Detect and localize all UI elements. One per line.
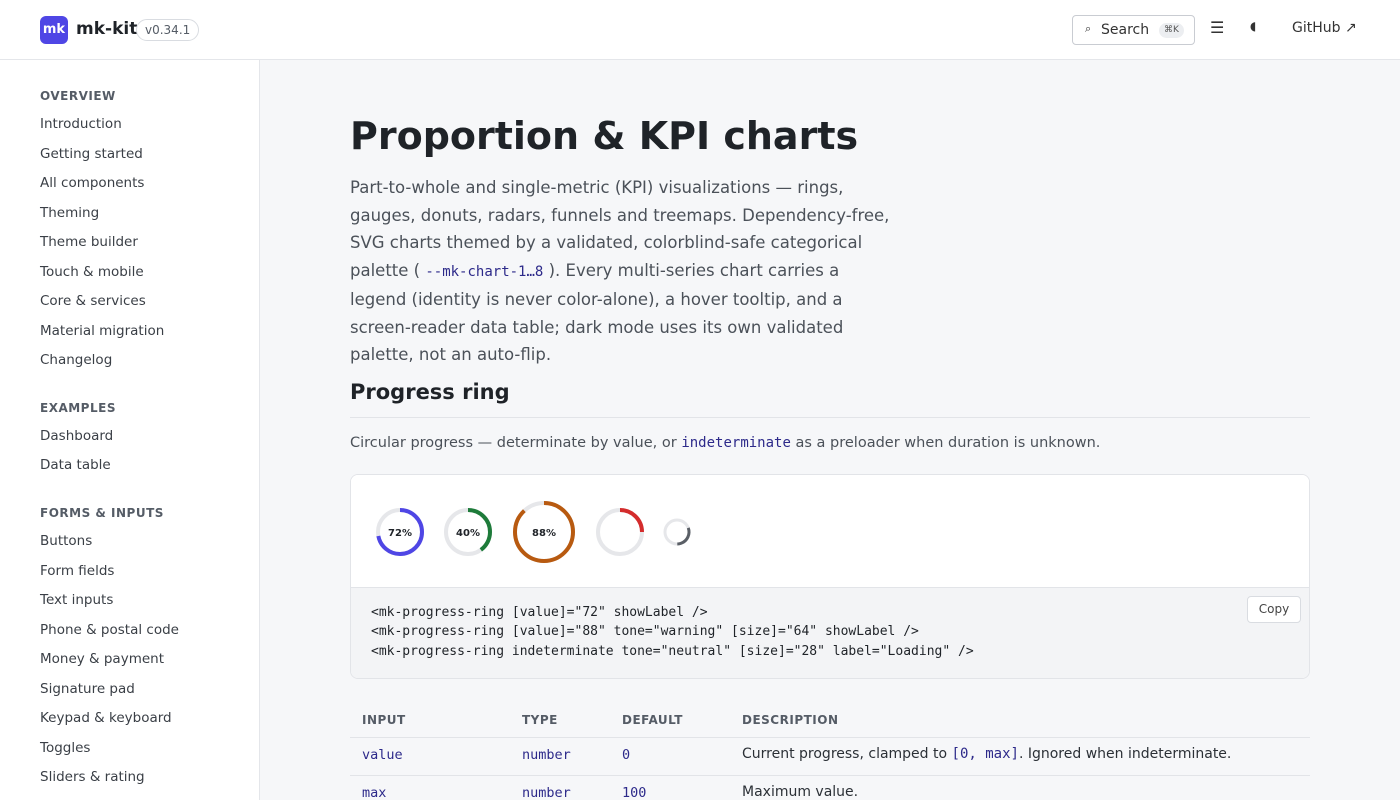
sidebar-item-theming[interactable]: Theming [40,205,100,221]
progress-ring-arc [376,508,424,556]
search-icon: ⌕ [1085,22,1092,35]
table-cell-description: Maximum value. [742,784,859,800]
sidebar-item-buttons[interactable]: Buttons [40,533,93,549]
sidebar-item-signature-pad[interactable]: Signature pad [40,681,135,697]
table-cell-description: Current progress, clamped to [0, max]. I… [742,746,1231,762]
intro-paragraph: Part-to-whole and single-metric (KPI) vi… [350,174,895,369]
sidebar-item-toggles[interactable]: Toggles [40,740,91,756]
section-desc-code: indeterminate [681,435,791,451]
github-link[interactable]: GitHub ↗ [1292,20,1357,36]
sidebar-item-form-fields[interactable]: Form fields [40,563,115,579]
search-button[interactable]: ⌕ Search ⌘K [1072,15,1195,45]
progress-ring-label: 88% [532,528,556,539]
section-desc-a: Circular progress — determinate by value… [350,435,682,451]
desc-text-b: . Ignored when indeterminate. [1018,746,1232,762]
demo-preview: 72% 40% 88% [351,475,1309,588]
progress-ring-label: 40% [456,528,480,539]
intro-text-a: Part-to-whole and single-metric (KPI) vi… [350,178,890,280]
top-header: mk mk-kit v0.34.1 ⌕ Search ⌘K ☰ ◖ GitHub… [0,0,1400,60]
version-badge: v0.34.1 [136,19,200,41]
code-line: <mk-progress-ring [value]="88" tone="war… [371,624,919,639]
search-shortcut: ⌘K [1159,23,1184,38]
table-divider [350,775,1310,776]
section-title: Progress ring [350,380,510,404]
sidebar-item-all-components[interactable]: All components [40,175,145,191]
sidebar-item-dashboard[interactable]: Dashboard [40,428,114,444]
table-divider [350,737,1310,738]
brand-name[interactable]: mk-kit [76,19,138,39]
sidebar-item-touch-mobile[interactable]: Touch & mobile [40,264,144,280]
intro-text-b: ). Every multi-series chart carries a le… [350,260,844,365]
sidebar-item-introduction[interactable]: Introduction [40,116,122,132]
table-cell-type: number [522,785,571,800]
copy-button[interactable]: Copy [1247,596,1301,623]
search-label: Search [1101,22,1150,38]
progress-ring-indeterminate [663,518,691,546]
progress-ring-arc [444,508,492,556]
table-cell-type: number [522,747,571,763]
table-header-description: DESCRIPTION [742,713,839,727]
table-cell-default: 0 [622,747,631,763]
table-header-default: DEFAULT [622,713,683,727]
sidebar-heading-overview: OVERVIEW [40,89,116,103]
progress-ring: 40% [444,508,492,556]
sidebar-heading-examples: EXAMPLES [40,401,116,415]
code-line: <mk-progress-ring indeterminate tone="ne… [371,644,974,659]
sidebar-item-core-services[interactable]: Core & services [40,293,146,309]
section-description: Circular progress — determinate by value… [350,435,1100,451]
progress-ring: 88% [513,501,575,563]
progress-ring-arc [513,501,575,563]
sidebar-item-theme-builder[interactable]: Theme builder [40,234,138,250]
sidebar-heading-forms-inputs: FORMS & INPUTS [40,506,164,520]
desc-text-a: Current progress, clamped to [742,746,952,762]
sidebar-item-keypad-keyboard[interactable]: Keypad & keyboard [40,710,172,726]
code-block: <mk-progress-ring [value]="72" showLabel… [351,588,1309,678]
sidebar-item-getting-started[interactable]: Getting started [40,146,143,162]
progress-ring [596,508,644,556]
sidebar-item-sliders-rating[interactable]: Sliders & rating [40,769,145,785]
section-desc-b: as a preloader when duration is unknown. [790,435,1101,451]
section-divider [350,417,1310,418]
table-cell-default: 100 [622,785,647,800]
code-line: <mk-progress-ring [value]="72" showLabel… [371,605,708,620]
page-title: Proportion & KPI charts [350,114,859,158]
progress-ring-arc [596,508,644,556]
progress-ring: 72% [376,508,424,556]
sidebar-item-material-migration[interactable]: Material migration [40,323,165,339]
sidebar-item-text-inputs[interactable]: Text inputs [40,592,114,608]
sidebar-item-phone-postal[interactable]: Phone & postal code [40,622,179,638]
sidebar: OVERVIEW Introduction Getting started Al… [0,60,260,800]
logo-icon[interactable]: mk [40,16,68,44]
theme-toggle-icon[interactable]: ◖ [1250,19,1257,33]
sidebar-item-data-table[interactable]: Data table [40,457,111,473]
table-cell-input: value [362,747,403,763]
menu-icon[interactable]: ☰ [1210,18,1225,37]
table-header-type: TYPE [522,713,558,727]
desc-code: [0, max] [951,746,1019,762]
intro-code: --mk-chart-1…8 [425,263,544,280]
progress-ring-label: 72% [388,528,412,539]
table-header-input: INPUT [362,713,406,727]
sidebar-item-money-payment[interactable]: Money & payment [40,651,165,667]
sidebar-item-changelog[interactable]: Changelog [40,352,113,368]
table-cell-input: max [362,785,387,800]
demo-card: 72% 40% 88% <mk-progress-ring [value]="7… [350,474,1310,679]
